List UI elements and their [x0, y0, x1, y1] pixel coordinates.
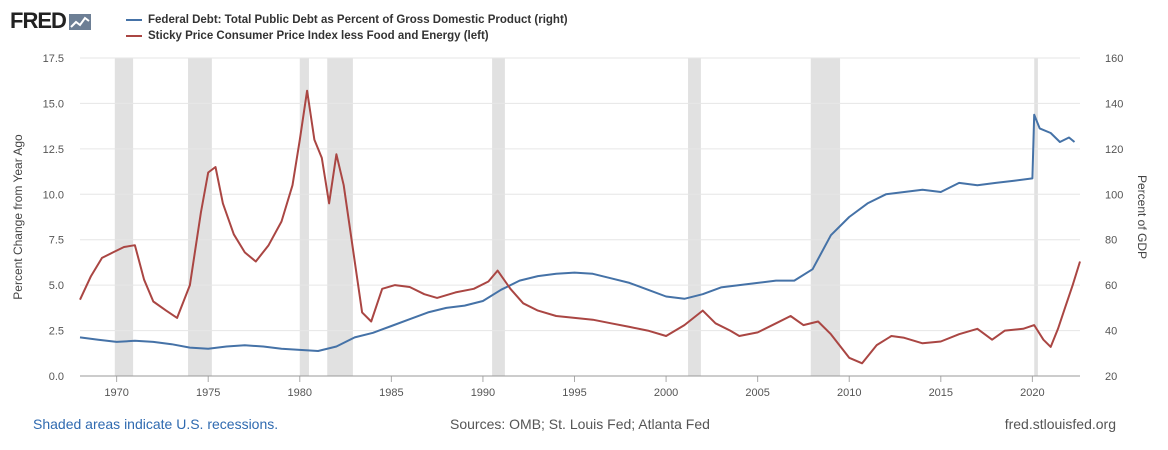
x-tick-label: 1990 [471, 387, 495, 399]
y-tick-right: 20 [1105, 371, 1117, 383]
x-tick-label: 1980 [288, 387, 312, 399]
sources-text: Sources: OMB; St. Louis Fed; Atlanta Fed [450, 416, 710, 432]
y-tick-left: 7.5 [49, 235, 64, 247]
legend-item-cpi: Sticky Price Consumer Price Index less F… [126, 30, 489, 42]
series-line-debt [79, 113, 1076, 352]
y-tick-left: 5.0 [49, 280, 64, 292]
y-tick-right: 40 [1105, 326, 1117, 338]
recession-note[interactable]: Shaded areas indicate U.S. recessions. [33, 416, 279, 432]
fred-logo: FRED [10, 8, 91, 34]
recession-band [492, 58, 505, 376]
y-tick-left: 12.5 [43, 144, 64, 156]
x-tick-label: 1995 [562, 387, 586, 399]
y-tick-left: 10.0 [43, 189, 64, 201]
site-link[interactable]: fred.stlouisfed.org [1004, 416, 1116, 432]
y-tick-left: 17.5 [43, 53, 64, 65]
legend-swatch-cpi [126, 34, 142, 37]
x-tick-label: 2015 [929, 387, 953, 399]
recession-band [688, 58, 701, 376]
y-tick-left: 2.5 [49, 326, 64, 338]
recession-band [299, 58, 309, 376]
y-tick-left: 0.0 [49, 371, 64, 383]
x-tick-label: 2010 [837, 387, 861, 399]
logo-chart-icon [68, 14, 91, 30]
x-tick-label: 1970 [104, 387, 128, 399]
legend-item-debt: Federal Debt: Total Public Debt as Perce… [126, 14, 568, 26]
y-tick-right: 160 [1105, 53, 1123, 65]
y-axis-title-left: Percent Change from Year Ago [11, 134, 25, 300]
legend-swatch-debt [126, 18, 142, 21]
legend-label-debt: Federal Debt: Total Public Debt as Perce… [148, 14, 568, 26]
x-tick-label: 1975 [196, 387, 220, 399]
x-tick-label: 2000 [654, 387, 678, 399]
recession-band [114, 58, 134, 376]
y-tick-right: 80 [1105, 235, 1117, 247]
y-tick-right: 60 [1105, 280, 1117, 292]
x-tick-label: 1985 [379, 387, 403, 399]
y-tick-right: 120 [1105, 144, 1123, 156]
x-tick-label: 2005 [745, 387, 769, 399]
recession-band [1034, 58, 1038, 376]
x-tick-label: 2020 [1020, 387, 1044, 399]
series-line-cpi [79, 89, 1081, 365]
y-tick-right: 100 [1105, 189, 1123, 201]
y-tick-right: 140 [1105, 98, 1123, 110]
legend-label-cpi: Sticky Price Consumer Price Index less F… [148, 30, 489, 42]
y-axis-title-right: Percent of GDP [1135, 175, 1149, 259]
y-tick-left: 15.0 [43, 98, 64, 110]
